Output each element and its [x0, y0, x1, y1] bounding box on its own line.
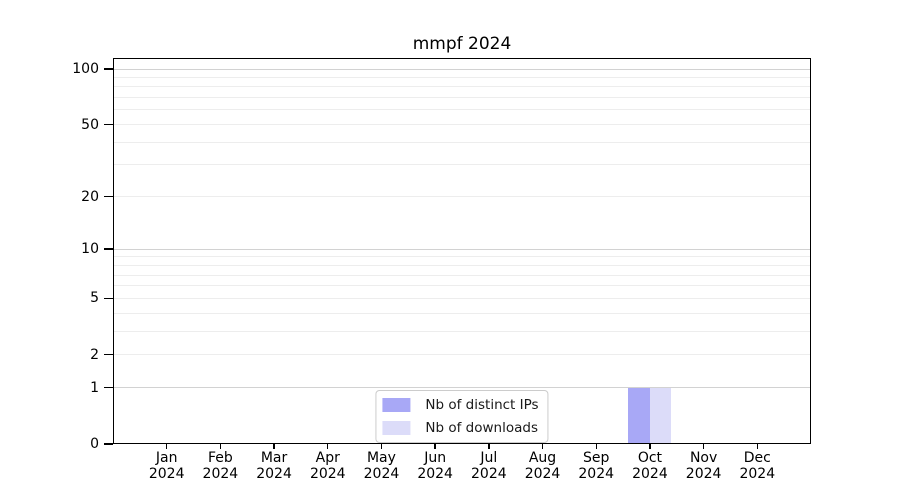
bar-nb-of-distinct-ips	[628, 387, 650, 444]
y-tick-mark	[104, 195, 113, 198]
legend: Nb of distinct IPs Nb of downloads	[375, 390, 549, 443]
major-gridline	[113, 387, 811, 389]
x-tick-label: May 2024	[363, 450, 400, 482]
y-tick-mark	[104, 123, 113, 126]
minor-gridline	[113, 86, 811, 88]
legend-label-distinct-ips: Nb of distinct IPs	[425, 397, 539, 413]
x-tick-label: Feb 2024	[202, 450, 239, 482]
y-tick-mark	[104, 248, 113, 250]
minor-gridline	[113, 124, 811, 126]
minor-gridline	[113, 256, 811, 258]
x-tick-label: Oct 2024	[632, 450, 668, 482]
x-tick-mark	[327, 444, 329, 449]
legend-item-distinct-ips: Nb of distinct IPs	[382, 397, 539, 413]
legend-swatch-distinct-ips-icon	[382, 398, 411, 412]
bar-nb-of-downloads	[649, 387, 672, 444]
minor-gridline	[113, 141, 811, 143]
minor-gridline	[113, 285, 811, 287]
y-tick-mark	[104, 354, 113, 356]
major-gridline	[113, 248, 811, 250]
minor-gridline	[113, 97, 811, 99]
x-tick-mark	[702, 444, 705, 449]
y-tick-mark	[104, 297, 113, 300]
x-tick-label: Jan 2024	[148, 450, 185, 482]
minor-gridline	[113, 330, 811, 332]
x-tick-mark	[541, 444, 544, 449]
minor-gridline	[113, 164, 811, 166]
major-gridline	[113, 68, 811, 70]
minor-gridline	[113, 76, 811, 78]
y-tick-label: 100	[72, 61, 99, 77]
x-tick-label: Jul 2024	[471, 450, 507, 482]
y-tick-label: 0	[90, 436, 99, 452]
x-tick-mark	[595, 444, 597, 449]
x-tick-label: Nov 2024	[685, 450, 722, 482]
y-tick-mark	[104, 443, 113, 445]
x-tick-mark	[219, 444, 222, 449]
y-tick-label: 2	[90, 346, 99, 363]
minor-gridline	[113, 312, 811, 314]
x-tick-mark	[434, 444, 436, 449]
y-tick-label: 20	[81, 188, 99, 205]
x-tick-mark	[649, 444, 651, 449]
x-tick-mark	[273, 444, 275, 449]
y-tick-label: 1	[90, 379, 99, 396]
legend-swatch-downloads-icon	[382, 421, 411, 435]
minor-gridline	[113, 297, 811, 299]
y-tick-label: 5	[90, 290, 99, 307]
minor-gridline	[113, 264, 811, 266]
x-tick-label: Aug 2024	[524, 450, 561, 482]
x-tick-mark	[488, 444, 490, 449]
x-tick-label: Dec 2024	[739, 450, 776, 482]
y-tick-label: 10	[81, 241, 99, 258]
x-tick-label: Sep 2024	[578, 450, 615, 482]
y-tick-label: 50	[81, 116, 99, 133]
x-tick-label: Mar 2024	[256, 450, 292, 482]
x-tick-label: Apr 2024	[309, 450, 346, 482]
x-tick-mark	[756, 444, 758, 449]
chart-title: mmpf 2024	[412, 34, 512, 54]
x-tick-mark	[165, 444, 168, 449]
legend-item-downloads: Nb of downloads	[382, 420, 538, 436]
minor-gridline	[113, 109, 811, 111]
y-tick-mark	[104, 386, 113, 389]
minor-gridline	[113, 274, 811, 276]
plot-area	[113, 58, 811, 444]
legend-label-downloads: Nb of downloads	[425, 420, 538, 436]
x-tick-label: Jun 2024	[417, 450, 453, 482]
minor-gridline	[113, 196, 811, 198]
minor-gridline	[113, 354, 811, 356]
y-tick-mark	[104, 68, 113, 70]
x-tick-mark	[380, 444, 383, 449]
